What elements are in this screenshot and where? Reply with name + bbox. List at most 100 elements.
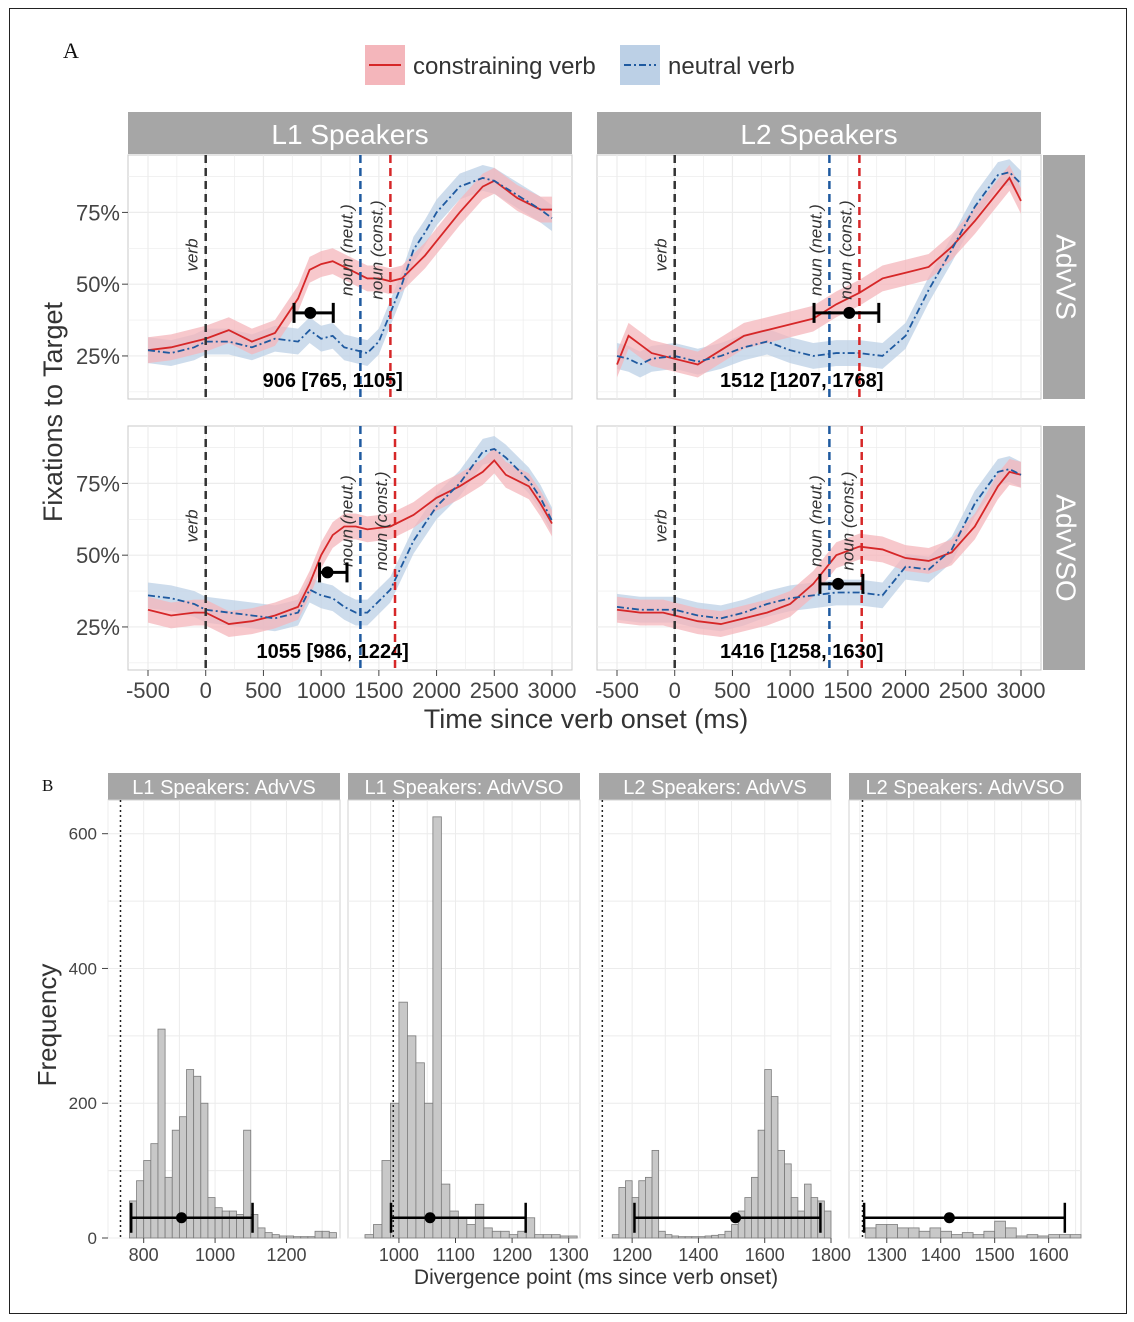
histogram-bar xyxy=(1048,1234,1060,1239)
x-tick-label: 1000 xyxy=(379,1245,419,1265)
series-line-constraining-verb xyxy=(616,470,1022,625)
histogram-bar xyxy=(777,1149,786,1239)
marker-line-label: verb xyxy=(183,238,202,271)
marker-line-label: noun (const.) xyxy=(836,200,855,299)
x-tick-label: 1600 xyxy=(745,1245,785,1265)
series-line-neutral-verb xyxy=(147,447,553,620)
histogram-bar xyxy=(164,1176,173,1239)
histogram-bar xyxy=(651,1149,660,1239)
histogram-bar xyxy=(228,1210,237,1239)
histogram-bar xyxy=(398,1001,408,1239)
col-strip xyxy=(128,112,572,154)
panel-a-chart: constraining verb neutral verb L1 Speakers… xyxy=(38,45,1085,734)
x-tick-label: 500 xyxy=(245,678,282,703)
confidence-band xyxy=(617,165,1021,378)
histogram-facet: L1 Speakers: AdvVSO 1000 1100 1200 1300 xyxy=(347,773,589,1265)
histogram-bar xyxy=(671,1235,679,1239)
histogram-bar xyxy=(449,1210,459,1239)
histogram-bar xyxy=(691,1236,699,1239)
facet-background xyxy=(598,799,832,1239)
histogram-bar xyxy=(525,1217,536,1239)
y-tick-label: 75% xyxy=(76,200,120,225)
histogram-bar xyxy=(278,1235,287,1239)
col-strip-label: L2 Speakers xyxy=(740,119,897,150)
histogram-bar xyxy=(200,1102,209,1239)
y-tick-label: 50% xyxy=(76,543,120,568)
histogram-bar xyxy=(300,1236,309,1239)
col-strip xyxy=(597,112,1041,154)
row-strip-label: AdvVS xyxy=(1051,234,1082,320)
histogram-bar xyxy=(500,1230,510,1239)
y-tick-label: 600 xyxy=(69,825,97,844)
histogram-facet: L1 Speakers: AdvVS 800 1000 1200 xyxy=(107,773,341,1265)
x-tick-label: 0 xyxy=(200,678,212,703)
histogram-bar xyxy=(250,1214,259,1239)
histogram-bar xyxy=(751,1176,759,1239)
x-tick-label: 3000 xyxy=(997,678,1046,703)
histogram-bar xyxy=(136,1180,145,1239)
histogram-bar xyxy=(994,1220,1006,1239)
row-strip xyxy=(1043,155,1085,399)
histogram-bar xyxy=(407,1035,417,1239)
histogram-bar xyxy=(918,1230,931,1239)
row-strip xyxy=(1043,426,1085,670)
estimate-point xyxy=(176,1212,188,1224)
series-line-constraining-verb xyxy=(147,459,553,625)
histogram-bar xyxy=(1069,1234,1082,1239)
histogram-bar xyxy=(678,1236,686,1239)
histogram-facet: L2 Speakers: AdvVS 1200 1400 1600 1800 xyxy=(598,773,851,1265)
histogram-bar xyxy=(875,1224,888,1239)
divergence-point xyxy=(321,566,334,579)
x-tick-label: 500 xyxy=(714,678,751,703)
histogram-bar xyxy=(611,1234,620,1239)
series-line-neutral-verb xyxy=(616,171,1022,366)
histogram-bar xyxy=(568,1235,578,1239)
histogram-bar xyxy=(551,1234,561,1239)
facet-strip xyxy=(348,773,580,800)
y-axis-title: Fixations to Target xyxy=(38,301,68,522)
series-line-neutral-verb xyxy=(616,468,1022,620)
estimate-point xyxy=(730,1212,742,1224)
histogram-bar xyxy=(1059,1234,1071,1239)
marker-line-label: noun (const.) xyxy=(839,471,858,570)
histogram-bar xyxy=(457,1217,468,1239)
facet-strip xyxy=(849,773,1081,800)
y-tick-label: 75% xyxy=(76,471,120,496)
histogram-bar xyxy=(983,1230,996,1239)
facet-strip xyxy=(108,773,340,800)
divergence-label: 1416 [1258, 1630] xyxy=(720,641,883,663)
marker-line-label: noun (neut.) xyxy=(806,204,825,296)
histogram-bar xyxy=(764,1069,772,1239)
histogram-bar xyxy=(466,1224,476,1239)
histogram-bar xyxy=(286,1235,295,1239)
divergence-point xyxy=(832,577,845,590)
facet-strip xyxy=(599,773,831,800)
marker-line-label: noun (neut.) xyxy=(806,475,825,567)
estimate-point xyxy=(943,1212,955,1224)
histogram-bar xyxy=(757,1129,766,1239)
x-axis-title: Time since verb onset (ms) xyxy=(424,704,749,734)
panel-a-label: A xyxy=(63,38,79,63)
histogram-bar xyxy=(364,1234,374,1239)
histogram-bar xyxy=(717,1234,726,1239)
facet-strip-label: L2 Speakers: AdvVSO xyxy=(865,777,1064,799)
x-axis-title: Divergence point (ms since verb onset) xyxy=(414,1266,778,1289)
histogram-bar xyxy=(864,1227,877,1239)
histogram-bar xyxy=(381,1160,391,1239)
marker-line-label: noun (const.) xyxy=(372,471,391,570)
x-tick-label: 1000 xyxy=(195,1245,235,1265)
histogram-bar xyxy=(1037,1235,1050,1239)
x-tick-label: 2500 xyxy=(470,678,519,703)
panel-b-label: B xyxy=(42,776,54,795)
x-tick-label: 1000 xyxy=(766,678,815,703)
histogram-bar xyxy=(143,1160,152,1239)
histogram-bar xyxy=(150,1143,159,1239)
histogram-bar xyxy=(797,1210,805,1239)
histogram-bar xyxy=(271,1234,280,1239)
marker-line-label: verb xyxy=(183,509,202,542)
figure-frame xyxy=(9,8,1127,1314)
x-tick-label: 1500 xyxy=(354,678,403,703)
y-tick-label: 25% xyxy=(76,344,120,369)
x-tick-label: 1200 xyxy=(492,1245,532,1265)
divergence-label: 1512 [1207, 1768] xyxy=(720,370,883,392)
